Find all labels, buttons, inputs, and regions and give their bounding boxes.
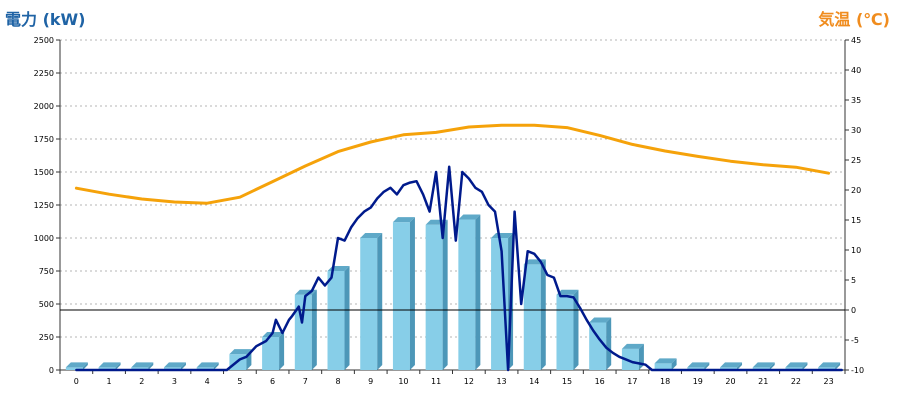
right-tick-label: 0 [851,306,856,315]
bar [687,362,710,370]
bar [360,233,383,370]
right-tick-label: 30 [851,126,861,135]
right-tick-label: 25 [851,156,861,165]
bar [654,358,677,370]
bar [621,343,644,370]
x-tick-label: 0 [74,377,79,386]
right-tick-label: -10 [851,366,864,375]
bar [98,362,121,370]
x-tick-label: 8 [335,377,340,386]
left-axis-title: 電力 (kW) [5,10,86,29]
x-tick-label: 16 [595,377,605,386]
right-tick-label: 15 [851,216,861,225]
bar [523,259,546,370]
x-tick-label: 22 [791,377,801,386]
left-tick-label: 1250 [34,201,54,210]
right-tick-label: -5 [851,336,859,345]
left-tick-label: 2500 [34,36,54,45]
left-tick-label: 2250 [34,69,54,78]
left-tick-label: 0 [49,366,54,375]
bar [589,317,612,370]
x-tick-label: 3 [172,377,177,386]
right-tick-label: 40 [851,66,861,75]
right-tick-label: 35 [851,96,861,105]
bar [327,266,350,370]
bar [262,332,285,370]
right-axis-title: 気温 (℃) [818,10,890,29]
x-tick-label: 13 [496,377,506,386]
x-tick-label: 12 [464,377,474,386]
x-tick-label: 9 [368,377,373,386]
x-tick-label: 21 [758,377,768,386]
left-tick-label: 1500 [34,168,54,177]
bar [196,362,219,370]
x-tick-label: 17 [627,377,637,386]
x-tick-label: 6 [270,377,275,386]
x-tick-label: 15 [562,377,572,386]
x-tick-label: 2 [139,377,144,386]
x-tick-label: 11 [431,377,441,386]
bar [720,362,743,370]
bar [163,362,186,370]
x-tick-label: 23 [824,377,834,386]
x-tick-label: 18 [660,377,670,386]
right-tick-label: 5 [851,276,856,285]
left-tick-label: 250 [39,333,54,342]
bar [458,214,481,370]
bar [785,362,808,370]
right-tick-label: 45 [851,36,861,45]
bar [752,362,775,370]
bar [392,217,415,370]
x-tick-label: 1 [107,377,112,386]
left-tick-label: 1750 [34,135,54,144]
x-tick-label: 7 [303,377,308,386]
x-tick-label: 14 [529,377,539,386]
temperature-line [74,123,831,205]
x-tick-label: 20 [725,377,735,386]
right-tick-label: 10 [851,246,861,255]
bar [425,219,448,370]
bar [65,362,88,370]
bar [131,362,154,370]
left-tick-label: 2000 [34,102,54,111]
left-tick-label: 750 [39,267,54,276]
x-tick-label: 19 [693,377,703,386]
power-line [75,165,843,372]
right-tick-label: 20 [851,186,861,195]
x-tick-label: 10 [398,377,408,386]
bar [818,362,841,370]
x-tick-label: 5 [237,377,242,386]
left-tick-label: 500 [39,300,54,309]
left-tick-label: 1000 [34,234,54,243]
x-tick-label: 4 [205,377,210,386]
